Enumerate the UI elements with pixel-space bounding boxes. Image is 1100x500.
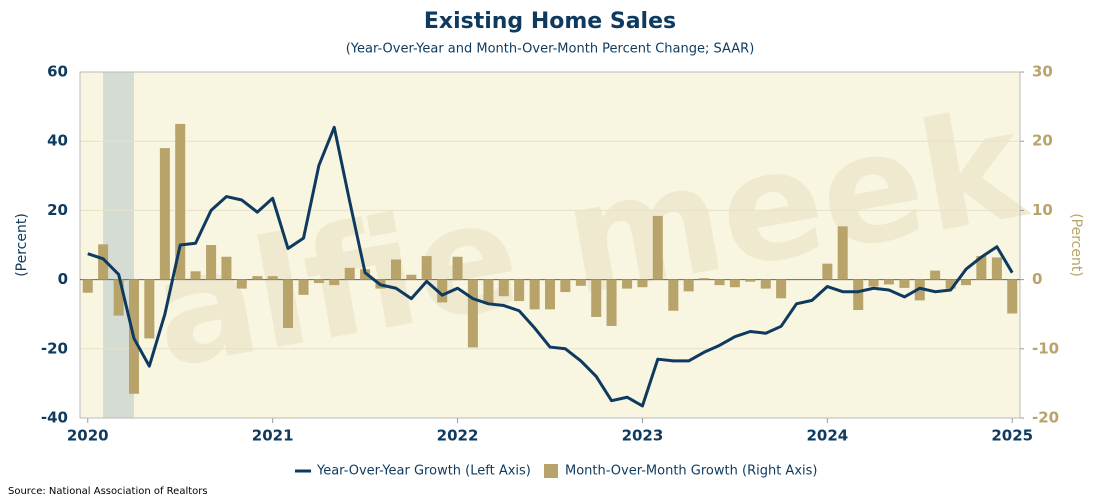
bar bbox=[729, 279, 740, 288]
plot-frame bbox=[79, 71, 1021, 419]
bar bbox=[175, 123, 186, 280]
bar bbox=[961, 279, 972, 286]
y-tick-label: -40 bbox=[41, 409, 68, 427]
bar bbox=[390, 259, 401, 280]
legend-swatch bbox=[544, 464, 558, 478]
bar bbox=[206, 245, 217, 280]
legend-label: Year-Over-Year Growth (Left Axis) bbox=[316, 464, 531, 479]
bar bbox=[467, 279, 478, 348]
bar bbox=[452, 256, 463, 280]
x-tick-label: 2022 bbox=[437, 427, 479, 445]
recession-band bbox=[103, 72, 134, 418]
x-tick-label: 2020 bbox=[67, 427, 109, 445]
chart-subtitle: (Year-Over-Year and Month-Over-Month Per… bbox=[346, 42, 755, 57]
bar bbox=[329, 279, 340, 286]
y2-tick-label: 10 bbox=[1032, 201, 1053, 219]
bar bbox=[637, 279, 648, 288]
bar bbox=[283, 279, 294, 329]
y-tick-label: 20 bbox=[47, 201, 68, 219]
bar bbox=[714, 279, 725, 286]
bar bbox=[221, 256, 232, 280]
bar bbox=[82, 279, 93, 293]
bar bbox=[652, 215, 663, 280]
bar bbox=[868, 279, 879, 287]
bar bbox=[190, 271, 201, 280]
bar bbox=[267, 276, 278, 280]
bar bbox=[514, 279, 525, 302]
bar bbox=[776, 279, 787, 299]
bar bbox=[837, 226, 848, 280]
y-tick-label: 60 bbox=[47, 63, 68, 81]
y-tick-label: -20 bbox=[41, 339, 68, 357]
bar bbox=[313, 279, 324, 284]
bar bbox=[252, 276, 263, 280]
source-note: Source: National Association of Realtors bbox=[8, 486, 208, 497]
bar bbox=[113, 279, 124, 316]
bar bbox=[822, 263, 833, 280]
bar bbox=[745, 279, 756, 282]
bar bbox=[914, 279, 925, 301]
y2-tick-label: -10 bbox=[1032, 339, 1059, 357]
x-tick-label: 2025 bbox=[991, 427, 1033, 445]
bar bbox=[591, 279, 602, 317]
bar bbox=[575, 279, 586, 286]
bar bbox=[945, 279, 956, 289]
bar bbox=[560, 279, 571, 293]
bar bbox=[498, 279, 509, 297]
x-tick-label: 2023 bbox=[622, 427, 664, 445]
bar bbox=[930, 270, 941, 280]
line bbox=[87, 125, 1014, 408]
plot-background bbox=[80, 72, 1020, 418]
bar bbox=[683, 279, 694, 292]
x-tick-label: 2021 bbox=[252, 427, 294, 445]
bar bbox=[883, 279, 894, 285]
bar bbox=[437, 279, 448, 303]
y2-tick-label: 0 bbox=[1032, 270, 1042, 288]
bar bbox=[344, 267, 355, 280]
bar bbox=[483, 279, 494, 304]
y2-axis-label: (Percent) bbox=[1068, 213, 1084, 277]
x-tick-label: 2024 bbox=[806, 427, 848, 445]
bar bbox=[622, 279, 633, 289]
bar bbox=[760, 279, 771, 289]
y2-tick-label: -20 bbox=[1032, 409, 1059, 427]
y-axis-label: (Percent) bbox=[14, 213, 30, 277]
bar bbox=[899, 279, 910, 288]
y-tick-label: 40 bbox=[47, 132, 68, 150]
bar bbox=[529, 279, 540, 310]
bar bbox=[545, 279, 555, 310]
bar bbox=[606, 279, 617, 326]
y2-tick-label: 20 bbox=[1032, 132, 1053, 150]
bar bbox=[159, 148, 170, 280]
y2-tick-label: 30 bbox=[1032, 63, 1053, 81]
bar bbox=[668, 279, 679, 311]
y-tick-label: 0 bbox=[58, 270, 68, 288]
legend-label: Month-Over-Month Growth (Right Axis) bbox=[565, 464, 817, 479]
chart-title: Existing Home Sales bbox=[424, 9, 676, 34]
bar bbox=[98, 244, 109, 280]
bar bbox=[991, 257, 1002, 280]
bar bbox=[699, 278, 710, 280]
bar bbox=[298, 279, 309, 295]
bar bbox=[1007, 279, 1018, 314]
bar bbox=[406, 274, 417, 280]
bar bbox=[421, 256, 432, 280]
bar bbox=[976, 256, 987, 280]
bar bbox=[144, 279, 155, 339]
bar bbox=[853, 279, 864, 311]
bar bbox=[236, 279, 247, 289]
